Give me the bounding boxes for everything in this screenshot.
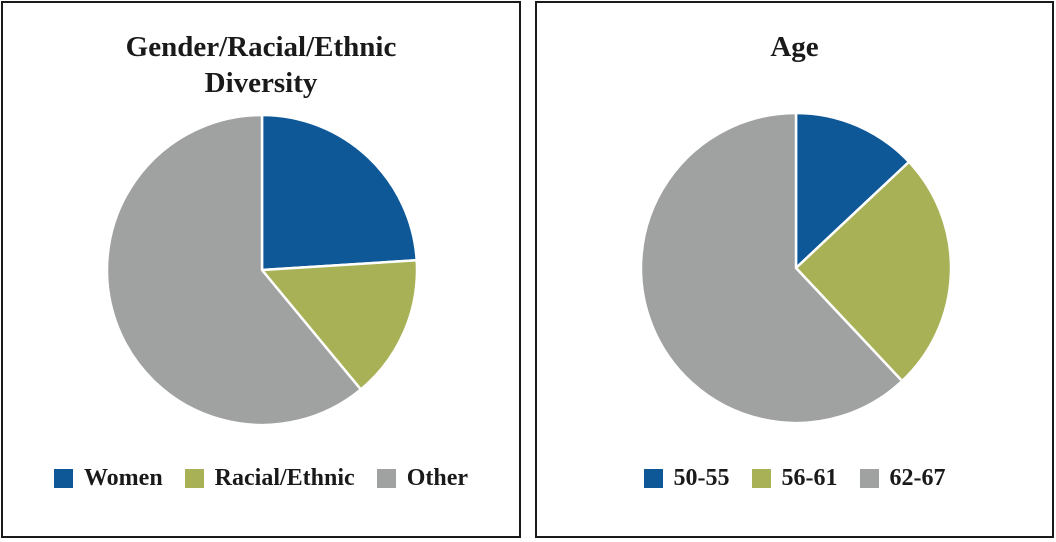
legend-swatch (184, 469, 204, 488)
legend: 50-55 56-61 62-67 (537, 465, 1052, 492)
legend-swatch (643, 469, 663, 488)
legend-item-56-61: 56-61 (751, 465, 838, 492)
pie-slice-50-55 (794, 111, 911, 270)
pie-slice-62-67 (639, 111, 904, 425)
legend-label: 50-55 (673, 465, 730, 491)
chart-panel-age: Age 50-55 56-61 62-67 (535, 1, 1054, 538)
legend-item-62-67: 62-67 (859, 465, 946, 492)
legend-item-racial-ethnic: Racial/Ethnic (184, 465, 355, 492)
legend-item-other: Other (376, 465, 468, 492)
chart-title: Age (770, 31, 819, 63)
pie-slice-other (105, 113, 363, 427)
legend: Women Racial/Ethnic Other (3, 465, 519, 492)
legend-item-women: Women (54, 465, 163, 492)
legend-swatch (54, 469, 73, 488)
pie-slice-women (260, 113, 418, 272)
pie-chart-diversity (105, 113, 419, 427)
legend-label: Other (406, 465, 468, 491)
pie-chart-age (639, 111, 953, 425)
pie-slice-racial-ethnic (260, 259, 419, 391)
legend-label: Racial/Ethnic (214, 465, 355, 491)
legend-swatch (751, 469, 771, 488)
legend-swatch (376, 469, 396, 488)
legend-label: 56-61 (781, 465, 838, 491)
legend-label: Women (84, 465, 163, 491)
chart-title: Gender/Racial/Ethnic Diversity (125, 31, 397, 99)
chart-panel-diversity: Gender/Racial/Ethnic Diversity Women Rac… (1, 1, 521, 538)
legend-swatch (859, 469, 879, 488)
legend-label: 62-67 (889, 465, 946, 491)
pie-slice-56-61 (794, 160, 953, 383)
legend-item-50-55: 50-55 (643, 465, 730, 492)
